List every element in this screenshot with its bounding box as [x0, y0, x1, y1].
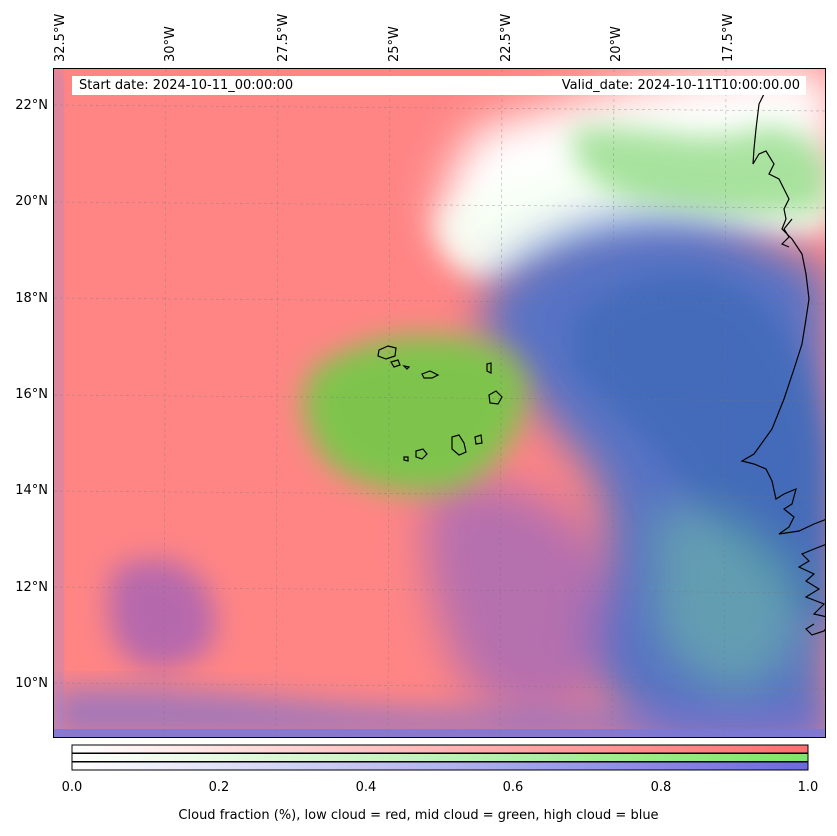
colorbar-tick: 1.0: [797, 780, 819, 795]
island-maio: [474, 434, 483, 445]
gridline: [54, 682, 825, 690]
lat-label: 18°N: [15, 291, 48, 306]
high-cloud-layer: [425, 481, 612, 717]
africa-coastline: [805, 623, 825, 636]
island-boa-vista: [488, 390, 503, 405]
gridline: [275, 69, 279, 737]
gridline: [54, 297, 825, 305]
island-sal: [486, 362, 492, 374]
lat-label: 20°N: [15, 194, 48, 209]
mid-cloud-layer: [572, 126, 825, 214]
gridline: [499, 69, 503, 737]
high-cloud-layer: [54, 686, 825, 737]
gridline: [387, 69, 391, 737]
africa-coastline: [740, 83, 825, 535]
colorbar: [71, 744, 809, 771]
island-sao-nicolau: [421, 370, 440, 379]
island-santo-antao: [377, 345, 397, 360]
africa-coastline: [797, 544, 825, 618]
colorbar-mid-cloud: [71, 753, 809, 762]
colorbar-high-cloud: [71, 761, 809, 771]
island-santiago: [451, 434, 467, 456]
island-brava: [403, 456, 409, 462]
colorbar-tick: 0.4: [355, 780, 377, 795]
lon-label: 20°W: [609, 26, 624, 62]
lat-label: 22°N: [15, 98, 48, 113]
date-header-bar: [72, 76, 806, 95]
high-cloud-edge: [54, 69, 62, 737]
map-canvas: [54, 69, 825, 737]
start-date-label: Start date: 2024-10-11_00:00:00: [79, 78, 294, 93]
island-santa-luzia: [402, 365, 411, 370]
valid-date-label: Valid_date: 2024-10-11T10:00:00.00: [561, 78, 800, 93]
gridline: [54, 104, 825, 112]
colorbar-tick: 0.8: [650, 780, 672, 795]
lon-label: 27.5°W: [276, 13, 291, 62]
cape-verde-islands: [377, 345, 503, 462]
lat-label: 16°N: [15, 387, 48, 402]
lat-label: 10°N: [15, 676, 48, 691]
colorbar-tick: 0.2: [208, 780, 230, 795]
lat-label: 12°N: [15, 580, 48, 595]
colorbar-low-cloud: [71, 744, 809, 754]
high-cloud-layer: [108, 559, 216, 669]
island-fogo: [415, 448, 428, 460]
gridline: [54, 201, 825, 209]
lon-label: 22.5°W: [499, 13, 514, 62]
africa-coastline: [780, 218, 793, 248]
mid-cloud-layer: [654, 506, 802, 691]
lat-label: 14°N: [15, 483, 48, 498]
lon-label: 25°W: [387, 26, 402, 62]
mid-cloud-layer: [303, 335, 527, 493]
high-cloud-edge: [54, 729, 825, 737]
lon-label: 32.5°W: [53, 13, 68, 62]
gridline: [163, 69, 167, 737]
island-sao-vicente: [390, 359, 401, 368]
colorbar-tick: 0.6: [502, 780, 524, 795]
gridline: [54, 490, 825, 498]
gridlines: [54, 69, 825, 737]
gridline: [723, 69, 727, 737]
gridline: [54, 394, 825, 402]
colorbar-caption: Cloud fraction (%), low cloud = red, mid…: [178, 808, 659, 823]
gridline: [611, 69, 615, 737]
gridline: [54, 586, 825, 594]
colorbar-tick: 0.0: [61, 780, 83, 795]
lon-label: 30°W: [163, 26, 178, 62]
lon-label: 17.5°W: [721, 13, 736, 62]
cloud-fraction-map: [53, 68, 826, 738]
